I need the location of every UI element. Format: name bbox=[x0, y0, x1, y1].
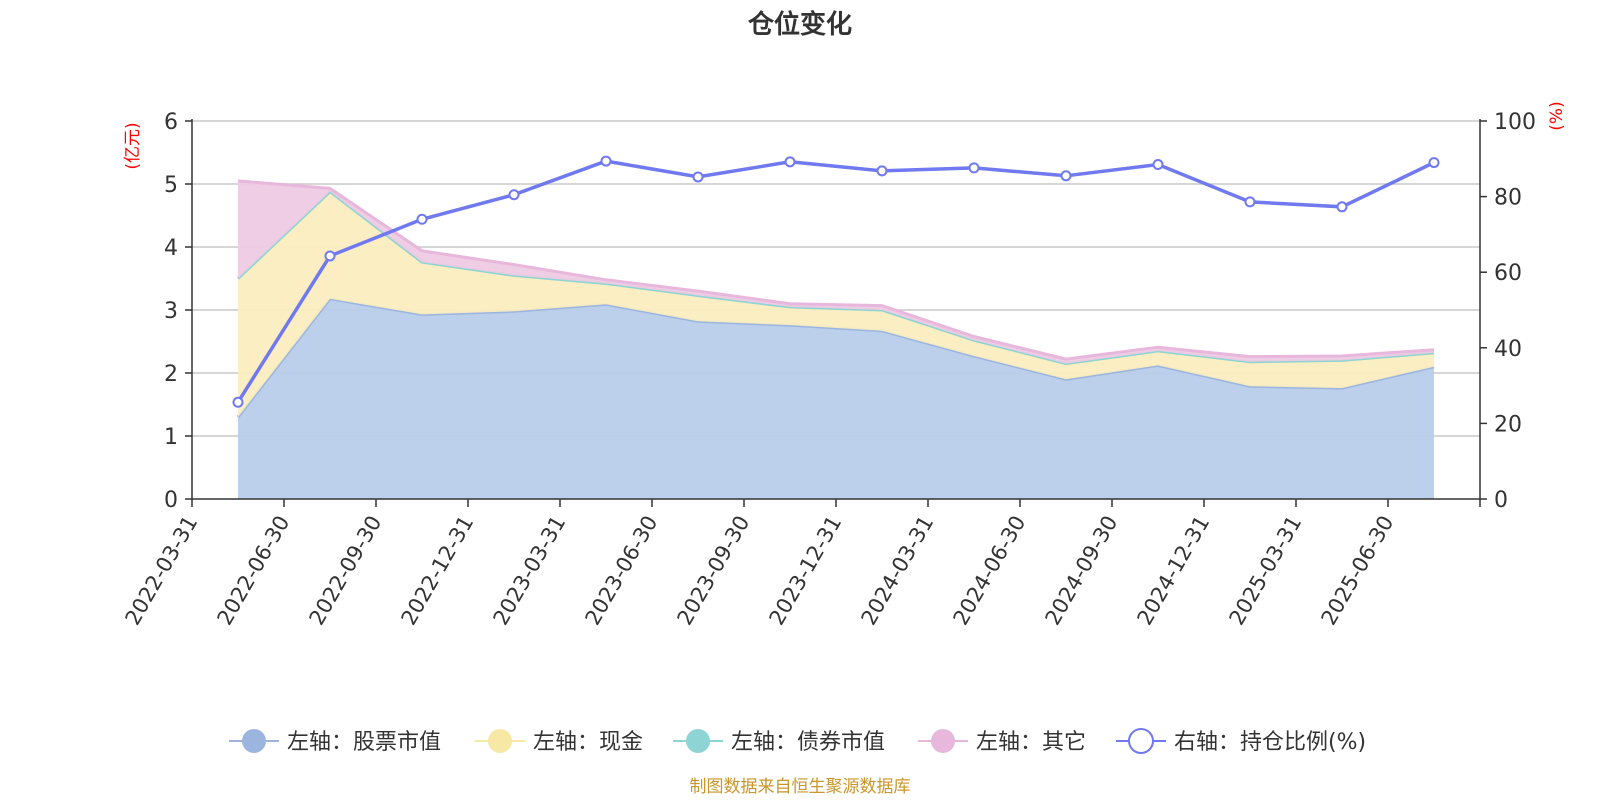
data-source-note: 制图数据来自恒生聚源数据库 bbox=[690, 777, 911, 797]
left-tick-label: 2 bbox=[164, 362, 178, 387]
ratio-point bbox=[1244, 196, 1256, 208]
legend-item: 左轴：股票市值 bbox=[229, 729, 441, 755]
right-tick-label: 60 bbox=[1494, 261, 1522, 286]
ratio-point bbox=[1152, 158, 1164, 170]
ratio-line-path bbox=[236, 159, 1435, 404]
x-tick-label: 2025-06-30 bbox=[1317, 512, 1399, 630]
stacked-areas bbox=[236, 179, 1435, 499]
ratio-point bbox=[968, 162, 980, 174]
ratio-point bbox=[232, 396, 244, 408]
legend-item: 右轴：持仓比例(%) bbox=[1116, 728, 1366, 755]
legend-label: 左轴：其它 bbox=[976, 730, 1086, 755]
legend-label: 左轴：股票市值 bbox=[287, 730, 441, 755]
x-tick-label: 2022-12-31 bbox=[397, 512, 479, 630]
x-tick-label: 2022-03-31 bbox=[121, 512, 203, 630]
left-tick-label: 4 bbox=[164, 236, 178, 261]
ratio-point bbox=[876, 165, 888, 177]
legend-label: 左轴：现金 bbox=[533, 730, 643, 755]
ratio-point bbox=[784, 156, 796, 168]
ratio-point bbox=[1060, 170, 1072, 182]
legend-label: 左轴：债券市值 bbox=[731, 730, 885, 755]
left-tick-label: 1 bbox=[164, 425, 178, 450]
ratio-point bbox=[416, 213, 428, 225]
legend-item: 左轴：债券市值 bbox=[673, 729, 885, 755]
left-axis-unit: (亿元) bbox=[123, 122, 143, 169]
left-tick-label: 6 bbox=[164, 110, 178, 135]
legend-item: 左轴：现金 bbox=[475, 729, 643, 755]
ratio-point bbox=[1336, 201, 1348, 213]
chart-title: 仓位变化 bbox=[747, 9, 852, 40]
right-tick-label: 80 bbox=[1494, 186, 1522, 211]
area-edge-左轴：股票市值 bbox=[236, 297, 1435, 419]
legend-marker bbox=[686, 729, 710, 753]
ratio-point bbox=[1428, 157, 1440, 169]
left-tick-label: 3 bbox=[164, 299, 178, 324]
legend-marker bbox=[488, 729, 512, 753]
x-tick-label: 2023-06-30 bbox=[581, 512, 663, 630]
right-tick-label: 0 bbox=[1494, 488, 1508, 513]
area-左轴：股票市值 bbox=[238, 298, 1434, 499]
right-tick-label: 40 bbox=[1494, 337, 1522, 362]
x-tick-label: 2024-03-31 bbox=[857, 512, 939, 630]
x-tick-label: 2024-06-30 bbox=[949, 512, 1031, 630]
legend-marker bbox=[242, 729, 266, 753]
left-tick-label: 5 bbox=[164, 173, 178, 198]
ratio-point bbox=[508, 189, 520, 201]
area-左轴：现金 bbox=[238, 191, 1434, 418]
x-tick-label: 2022-06-30 bbox=[213, 512, 295, 630]
legend-item: 左轴：其它 bbox=[918, 729, 1086, 755]
x-tick-label: 2023-03-31 bbox=[489, 512, 571, 630]
holding-ratio-line bbox=[232, 155, 1440, 408]
legend-label: 右轴：持仓比例(%) bbox=[1174, 730, 1366, 755]
x-tick-label: 2024-12-31 bbox=[1133, 512, 1215, 630]
right-axis-unit: (%) bbox=[1547, 101, 1567, 130]
x-tick-label: 2022-09-30 bbox=[305, 512, 387, 630]
x-tick-label: 2023-09-30 bbox=[673, 512, 755, 630]
x-tick-label: 2023-12-31 bbox=[765, 512, 847, 630]
left-tick-label: 0 bbox=[164, 488, 178, 513]
right-tick-label: 100 bbox=[1494, 110, 1536, 135]
x-tick-label: 2025-03-31 bbox=[1225, 512, 1307, 630]
legend-marker bbox=[1128, 728, 1154, 754]
ratio-point bbox=[324, 250, 336, 262]
legend: 左轴：股票市值 左轴：现金 左轴：债券市值 左轴：其它 右轴：持仓比例(%) bbox=[229, 728, 1366, 755]
area-edge-左轴：其它 bbox=[237, 179, 1435, 361]
legend-marker bbox=[931, 729, 955, 753]
right-tick-label: 20 bbox=[1494, 412, 1522, 437]
ratio-point bbox=[600, 155, 612, 167]
ratio-point bbox=[692, 171, 704, 183]
x-tick-label: 2024-09-30 bbox=[1041, 512, 1123, 630]
